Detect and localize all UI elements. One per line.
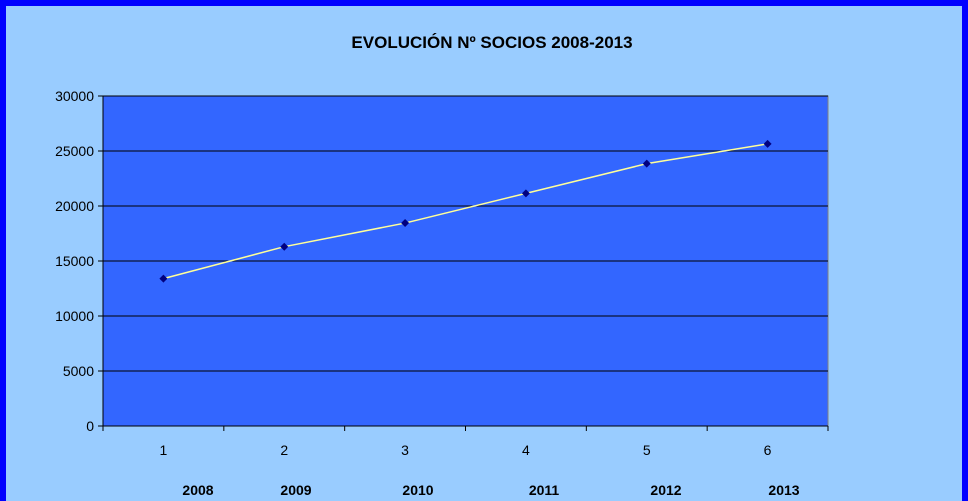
y-tick-label: 10000	[55, 308, 94, 324]
x-tick-label: 6	[764, 442, 772, 458]
data-point-marker	[401, 219, 410, 228]
data-point-marker	[763, 139, 772, 148]
data-point-marker	[280, 242, 289, 251]
year-label: 2011	[529, 482, 560, 498]
data-point-marker	[159, 274, 168, 283]
year-label: 2010	[402, 482, 433, 498]
y-tick-label: 25000	[55, 143, 94, 159]
x-tick-label: 2	[280, 442, 288, 458]
chart-title: EVOLUCIÓN Nº SOCIOS 2008-2013	[351, 33, 632, 52]
y-tick-label: 0	[86, 418, 94, 434]
y-tick-label: 20000	[55, 198, 94, 214]
year-label: 2013	[768, 482, 799, 498]
x-tick-label: 5	[643, 442, 651, 458]
data-point-marker	[642, 159, 651, 168]
y-tick-label: 15000	[55, 253, 94, 269]
axes: 0 5000 10000 15000 20000 25000 30000 1 2 3 4 5 6 2008…	[55, 88, 829, 498]
gridlines	[103, 95, 828, 372]
x-tick-label: 4	[522, 442, 530, 458]
y-tick-label: 30000	[55, 88, 94, 104]
x-tick-label: 1	[160, 442, 168, 458]
series-line	[163, 143, 768, 280]
year-label: 2008	[182, 482, 213, 498]
year-label: 2009	[280, 482, 311, 498]
y-tick-label: 5000	[63, 363, 94, 379]
year-label: 2012	[650, 482, 681, 498]
data-series	[159, 139, 772, 283]
data-point-marker	[521, 189, 530, 198]
x-tick-label: 3	[401, 442, 409, 458]
